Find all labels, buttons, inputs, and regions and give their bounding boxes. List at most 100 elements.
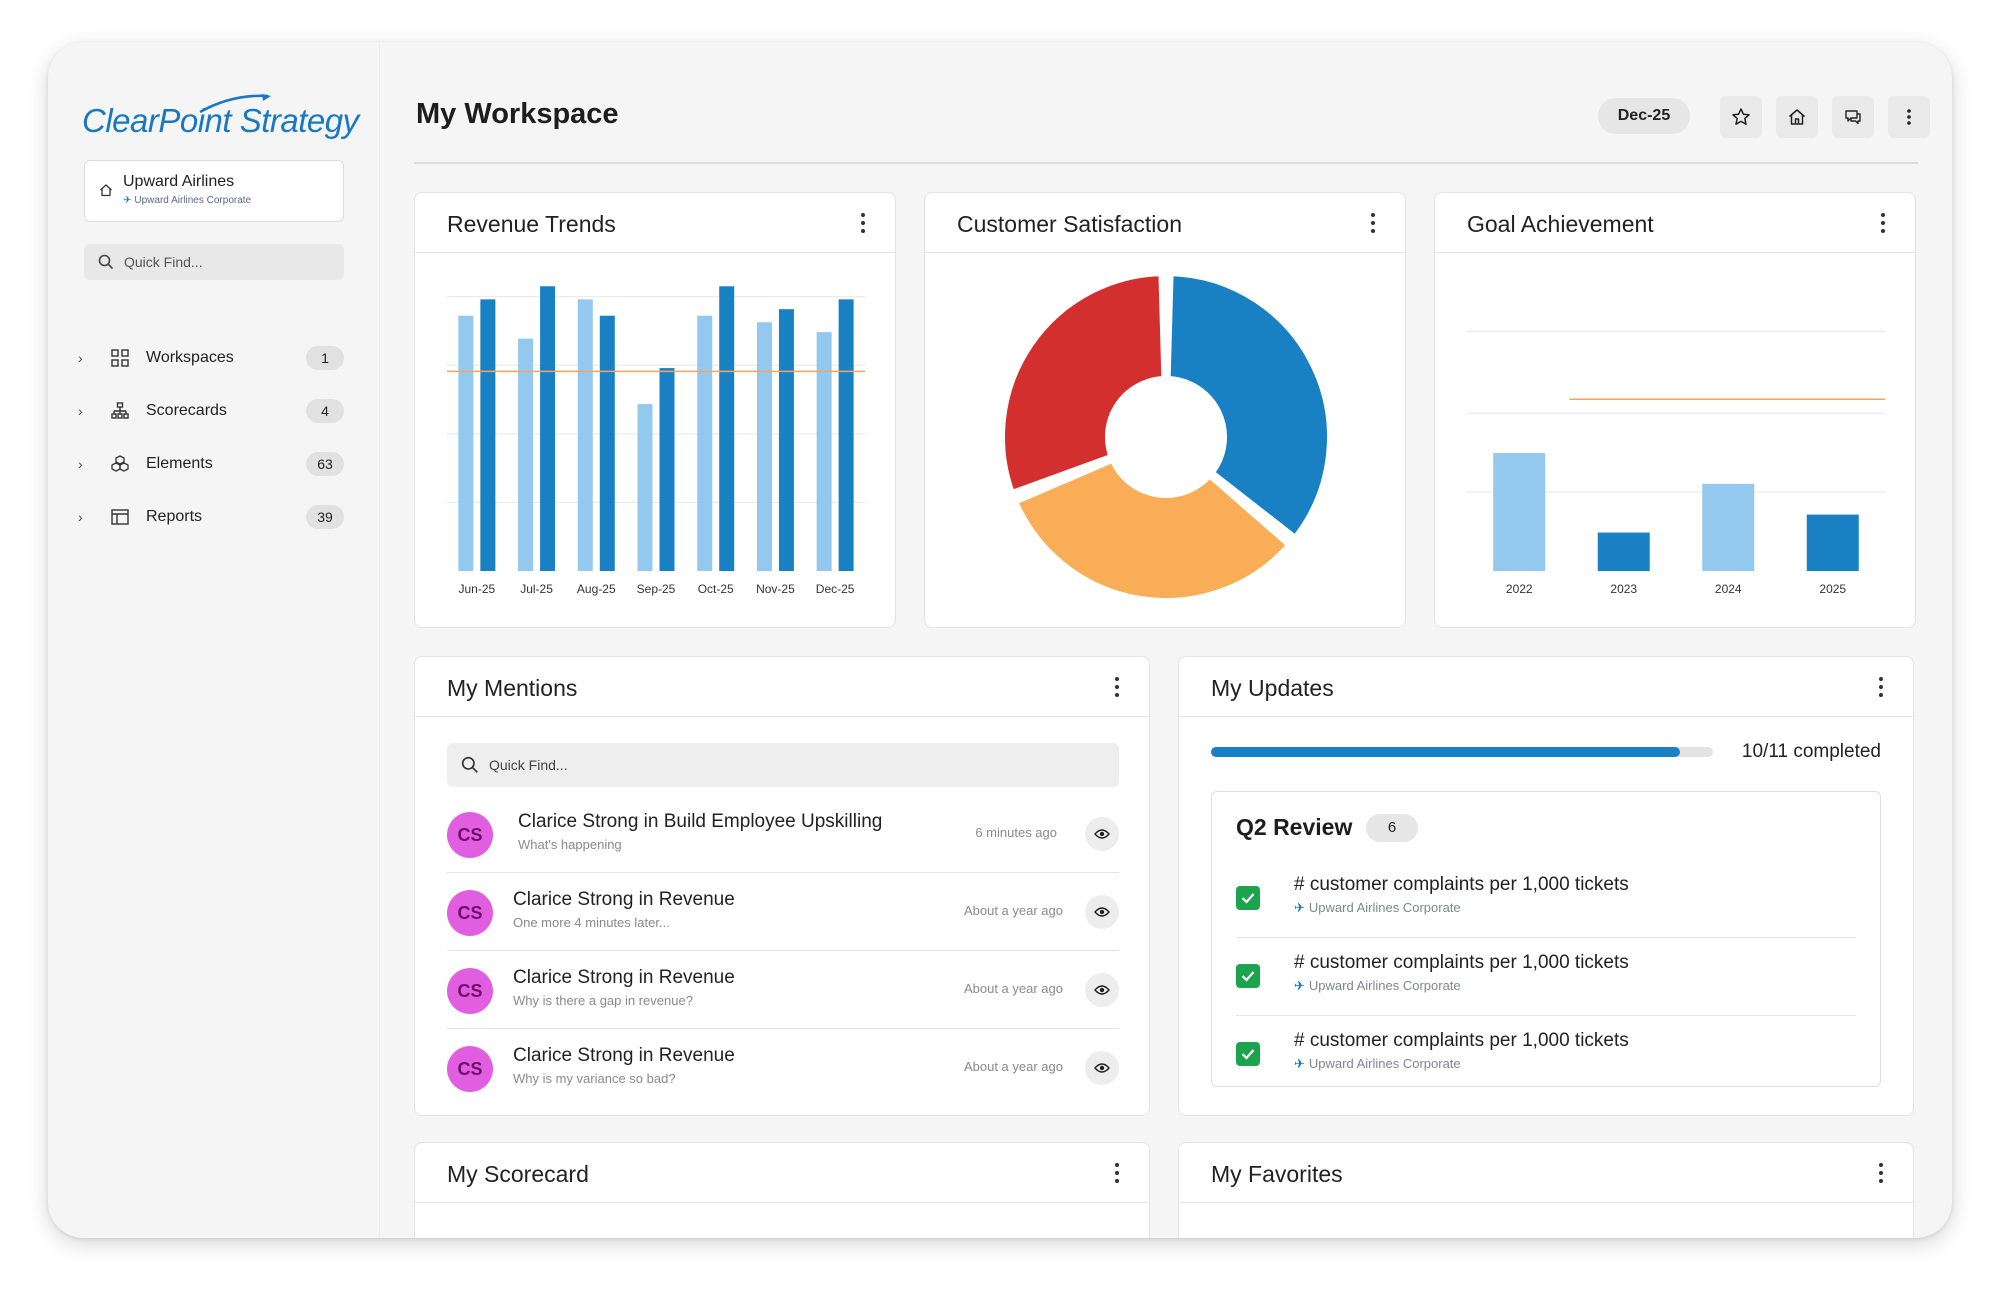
x-tick-label: Jun-25 (459, 582, 496, 596)
card-title: My Mentions (447, 675, 578, 701)
chevron-right-icon[interactable]: › (78, 403, 83, 419)
mentions-search-input[interactable]: Quick Find... (447, 743, 1119, 787)
revenue-bar (540, 286, 556, 571)
revenue-bar (778, 309, 794, 571)
mention-time: About a year ago (963, 903, 1063, 918)
cubes-icon (111, 455, 129, 472)
more-vertical-icon[interactable] (853, 211, 873, 235)
plane-icon: ✈ (1294, 1056, 1305, 1071)
page-title: My Workspace (416, 98, 619, 130)
chevron-right-icon[interactable]: › (78, 456, 83, 472)
update-item[interactable]: # customer complaints per 1,000 tickets … (1236, 1016, 1856, 1094)
view-button[interactable] (1085, 895, 1119, 929)
view-button[interactable] (1085, 817, 1119, 851)
x-tick-label: Jul-25 (520, 582, 553, 596)
card-header: My Mentions (415, 657, 1149, 717)
organization-subtitle: ✈ Upward Airlines Corporate (123, 195, 251, 206)
card-title: My Scorecard (447, 1161, 589, 1187)
update-item[interactable]: # customer complaints per 1,000 tickets … (1236, 938, 1856, 1016)
revenue-bar (719, 286, 735, 571)
header-divider (414, 162, 1918, 164)
checkbox-checked[interactable] (1236, 964, 1260, 988)
checkmark-icon (1241, 893, 1255, 904)
more-vertical-icon[interactable] (1107, 1161, 1127, 1185)
more-vertical-icon[interactable] (1871, 1161, 1891, 1185)
more-vertical-icon[interactable] (1873, 211, 1893, 235)
update-item-title: # customer complaints per 1,000 tickets (1294, 1030, 1629, 1051)
revenue-bar (480, 299, 496, 571)
goal-bar (1597, 532, 1650, 571)
x-tick-label: Aug-25 (577, 582, 616, 596)
home-button[interactable] (1776, 96, 1818, 138)
goal-achievement-card: Goal Achievement 2022 2023 2024 2025 (1434, 192, 1916, 628)
mention-item[interactable]: CS Clarice Strong in Revenue Why is my v… (447, 1029, 1119, 1107)
pie-slice (1164, 270, 1333, 541)
sidebar-item-reports[interactable]: › Reports 39 (78, 499, 348, 535)
more-vertical-icon[interactable] (1363, 211, 1383, 235)
revenue-bar (599, 315, 615, 571)
logo-text: ClearPoint Strategy (82, 102, 359, 139)
avatar: CS (447, 968, 493, 1014)
count-badge: 1 (306, 346, 344, 370)
grid-icon (111, 349, 129, 367)
count-badge: 4 (306, 399, 344, 423)
view-button[interactable] (1085, 973, 1119, 1007)
card-header: Goal Achievement (1435, 193, 1915, 253)
x-tick-label: Nov-25 (756, 582, 795, 596)
sidebar-search-input[interactable]: Quick Find... (84, 244, 344, 280)
mention-subtitle: One more 4 minutes later... (513, 915, 670, 930)
mention-title: Clarice Strong in Build Employee Upskill… (518, 811, 883, 832)
update-item[interactable]: # customer complaints per 1,000 tickets … (1236, 860, 1856, 938)
sidebar-item-label: Workspaces (146, 349, 234, 366)
mention-item[interactable]: CS Clarice Strong in Build Employee Upsk… (447, 795, 1119, 873)
checkbox-checked[interactable] (1236, 886, 1260, 910)
mention-item[interactable]: CS Clarice Strong in Revenue Why is ther… (447, 951, 1119, 1029)
update-item-subtitle-text: Upward Airlines Corporate (1308, 900, 1461, 915)
card-title: Customer Satisfaction (957, 211, 1182, 237)
mention-time: About a year ago (963, 981, 1063, 996)
period-selector[interactable]: Dec-25 (1598, 98, 1690, 134)
brand-logo[interactable]: ClearPoint Strategy (82, 92, 359, 152)
more-options-button[interactable] (1888, 96, 1930, 138)
home-icon (1789, 109, 1805, 125)
update-item-subtitle: ✈ Upward Airlines Corporate (1294, 978, 1461, 994)
x-tick-label: Oct-25 (698, 582, 734, 596)
checkbox-checked[interactable] (1236, 1042, 1260, 1066)
organization-subtitle-text: Upward Airlines Corporate (134, 195, 252, 206)
mention-subtitle: What's happening (518, 837, 622, 852)
mention-subtitle: Why is my variance so bad? (513, 1071, 676, 1086)
card-title: My Favorites (1211, 1161, 1343, 1187)
x-tick-label: Sep-25 (637, 582, 676, 596)
organization-name: Upward Airlines (123, 173, 235, 190)
update-group-title: Q2 Review (1236, 814, 1353, 840)
x-tick-label: Dec-25 (816, 582, 855, 596)
sidebar-item-workspaces[interactable]: › Workspaces 1 (78, 340, 348, 376)
update-item-title: # customer complaints per 1,000 tickets (1294, 874, 1629, 895)
x-tick-label: 2022 (1506, 582, 1533, 596)
more-vertical-icon[interactable] (1107, 675, 1127, 699)
mention-item[interactable]: CS Clarice Strong in Revenue One more 4 … (447, 873, 1119, 951)
goal-achievement-chart: 2022 2023 2024 2025 (1467, 330, 1885, 596)
chevron-right-icon[interactable]: › (78, 350, 83, 366)
update-item-title: # customer complaints per 1,000 tickets (1294, 952, 1629, 973)
chevron-right-icon[interactable]: › (78, 509, 83, 525)
more-vertical-icon[interactable] (1871, 675, 1891, 699)
organization-selector[interactable]: Upward Airlines ✈ Upward Airlines Corpora… (84, 160, 344, 222)
comments-button[interactable] (1832, 96, 1874, 138)
sidebar-item-scorecards[interactable]: › Scorecards 4 (78, 393, 348, 429)
view-button[interactable] (1085, 1051, 1119, 1085)
progress-label: 10/11 completed (1741, 741, 1881, 762)
avatar: CS (447, 890, 493, 936)
sidebar-item-elements[interactable]: › Elements 63 (78, 446, 348, 482)
mention-title: Clarice Strong in Revenue (513, 967, 735, 988)
plane-icon: ✈ (1294, 900, 1305, 915)
favorite-button[interactable] (1720, 96, 1762, 138)
my-scorecard-card: My Scorecard (414, 1142, 1150, 1238)
mention-time: About a year ago (963, 1059, 1063, 1074)
sidebar: ClearPoint Strategy Upward Airlines ✈ Upw… (48, 42, 380, 1238)
card-title: Goal Achievement (1467, 211, 1654, 237)
card-header: Customer Satisfaction (925, 193, 1405, 253)
main-content: My Workspace Dec-25 R (380, 42, 1952, 1238)
update-group: Q2 Review 6 # customer complaints per 1,… (1211, 791, 1881, 1087)
customer-satisfaction-chart (999, 270, 1333, 604)
